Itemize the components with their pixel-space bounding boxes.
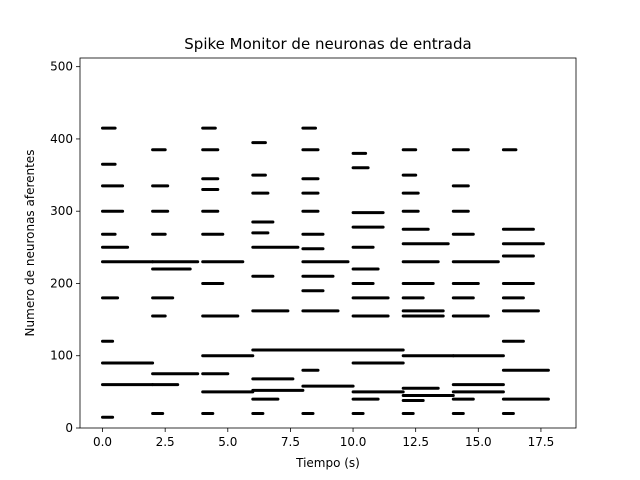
y-tick-label: 200: [50, 276, 73, 290]
x-tick-label: 0.0: [93, 435, 112, 449]
y-tick-label: 0: [65, 421, 73, 435]
y-axis-ticks: 0 100 200 300 400 500: [50, 60, 80, 435]
y-tick-label: 500: [50, 60, 73, 74]
x-tick-label: 5.0: [218, 435, 237, 449]
x-axis-label: Tiempo (s): [295, 456, 360, 470]
x-tick-label: 10.0: [340, 435, 367, 449]
chart-title: Spike Monitor de neuronas de entrada: [184, 35, 471, 53]
x-tick-label: 15.0: [465, 435, 492, 449]
plot-frame: [79, 57, 577, 429]
x-tick-label: 12.5: [402, 435, 429, 449]
x-axis-ticks: 0.0 2.5 5.0 7.5 10.0 12.5 15.0 17.5: [93, 428, 554, 449]
x-tick-label: 17.5: [528, 435, 555, 449]
x-tick-label: 7.5: [281, 435, 300, 449]
x-tick-label: 2.5: [156, 435, 175, 449]
y-tick-label: 100: [50, 349, 73, 363]
y-tick-label: 300: [50, 204, 73, 218]
y-axis-label: Numero de neuronas aferentes: [23, 150, 37, 337]
spike-marks: [101, 126, 550, 419]
y-tick-label: 400: [50, 132, 73, 146]
